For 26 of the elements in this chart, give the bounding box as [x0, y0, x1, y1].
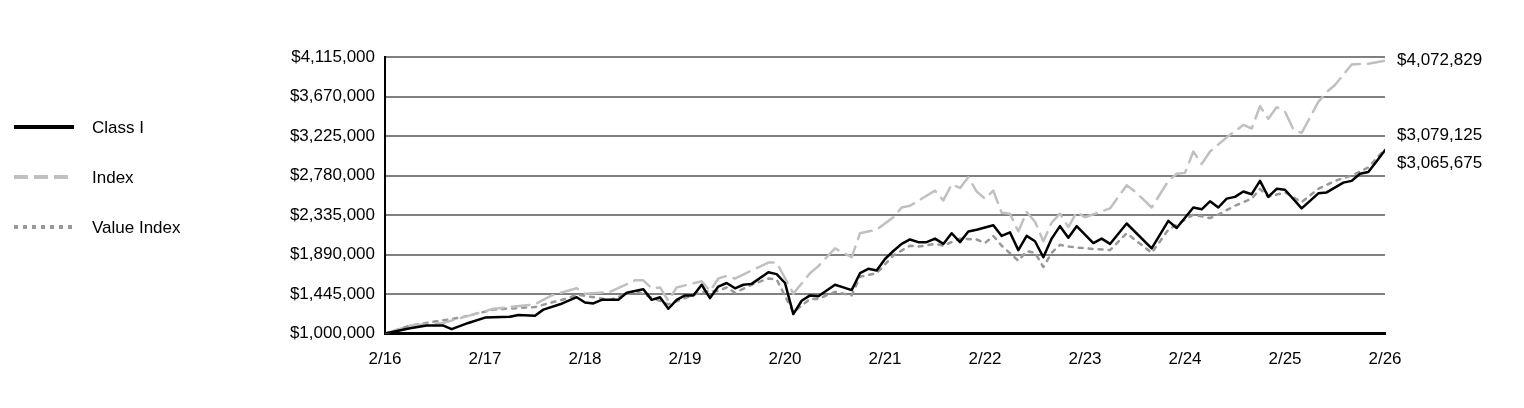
- x-tick-label: 2/24: [1168, 349, 1202, 369]
- x-tick-label: 2/25: [1268, 349, 1302, 369]
- y-tick-label: $3,670,000: [289, 86, 375, 106]
- x-tick-label: 2/21: [868, 349, 902, 369]
- x-tick-label: 2/23: [1068, 349, 1102, 369]
- y-tick-label: $3,225,000: [289, 125, 375, 145]
- x-tick-label: 2/26: [1368, 349, 1402, 369]
- x-tick-label: 2/17: [468, 349, 502, 369]
- y-tick-label: $1,000,000: [289, 323, 375, 343]
- y-tick-label: $2,780,000: [289, 165, 375, 185]
- annotation: $3,079,125: [1397, 125, 1483, 145]
- y-tick-label: $2,335,000: [289, 204, 375, 224]
- x-tick-label: 2/16: [368, 349, 402, 369]
- y-tick-label: $1,890,000: [289, 244, 375, 264]
- x-tick-label: 2/22: [968, 349, 1002, 369]
- legend-label: Value Index: [92, 218, 181, 238]
- annotation: $4,072,829: [1397, 50, 1483, 70]
- legend-label: Index: [92, 168, 134, 188]
- legend-label: Class I: [92, 118, 144, 138]
- y-tick-label: $4,115,000: [291, 46, 375, 66]
- y-tick-label: $1,445,000: [289, 283, 375, 303]
- x-tick-label: 2/18: [568, 349, 602, 369]
- x-tick-label: 2/19: [668, 349, 702, 369]
- annotation: $3,065,675: [1397, 153, 1483, 173]
- x-tick-label: 2/20: [768, 349, 802, 369]
- line-series: [385, 59, 1385, 334]
